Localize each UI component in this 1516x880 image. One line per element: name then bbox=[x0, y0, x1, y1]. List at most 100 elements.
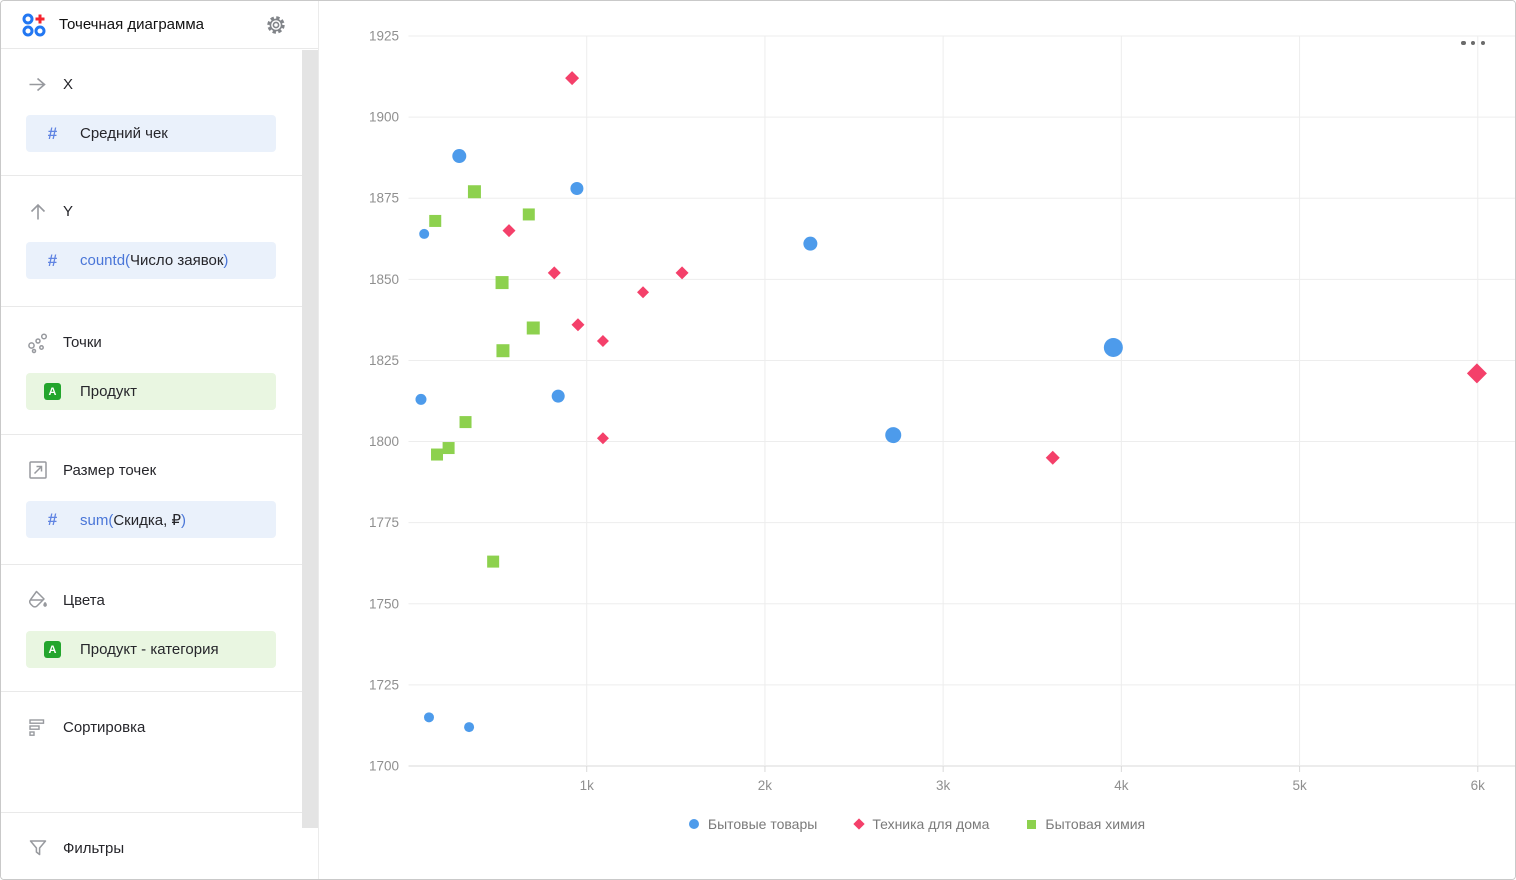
scatter-plot[interactable]: 1925 1900 1875 1850 1825 1800 1775 1750 1725 1700… bbox=[319, 1, 1516, 879]
data-point[interactable] bbox=[596, 334, 609, 347]
data-point[interactable] bbox=[803, 236, 818, 251]
section-sorting-label: Сортировка bbox=[63, 718, 146, 736]
data-point[interactable] bbox=[429, 214, 442, 227]
svg-text:2k: 2k bbox=[758, 778, 773, 793]
data-point[interactable] bbox=[487, 555, 500, 568]
chart-type-title: Точечная диаграмма bbox=[59, 16, 204, 33]
svg-text:3k: 3k bbox=[936, 778, 951, 793]
data-point[interactable] bbox=[526, 321, 540, 335]
data-point[interactable] bbox=[565, 71, 580, 86]
data-point[interactable] bbox=[637, 286, 650, 299]
section-x-label: X bbox=[63, 75, 74, 93]
svg-text:1725: 1725 bbox=[369, 677, 399, 692]
data-point[interactable] bbox=[459, 416, 472, 429]
section-sorting: Сортировка bbox=[1, 692, 302, 813]
svg-text:1750: 1750 bbox=[369, 596, 399, 611]
gear-icon[interactable] bbox=[264, 13, 288, 37]
legend-square-marker bbox=[1027, 819, 1037, 829]
dot bbox=[1470, 40, 1476, 46]
data-point[interactable] bbox=[496, 344, 510, 358]
field-y[interactable]: # countd(Число заявок) bbox=[26, 242, 276, 279]
field-x[interactable]: # Средний чек bbox=[26, 115, 276, 152]
legend-item-home-appliances[interactable]: Техника для дома bbox=[853, 816, 990, 832]
sorting-icon bbox=[29, 719, 45, 736]
svg-text:4k: 4k bbox=[1114, 778, 1129, 793]
data-point[interactable] bbox=[431, 448, 444, 461]
scatter-chart-logo-icon bbox=[22, 13, 46, 36]
sidebar-scrollbar-thumb[interactable] bbox=[302, 50, 318, 828]
point-size-icon bbox=[29, 461, 47, 479]
legend-item-household-goods[interactable]: Бытовые товары bbox=[688, 816, 818, 832]
svg-text:1925: 1925 bbox=[369, 29, 399, 44]
chart-config-sidebar: Точечная диаграмма X # Средний чек bbox=[1, 1, 319, 879]
sidebar-header: Точечная диаграмма bbox=[1, 1, 318, 49]
dot bbox=[1461, 40, 1466, 46]
measure-hash-icon: # bbox=[47, 509, 58, 529]
section-y: Y # countd(Число заявок) bbox=[1, 176, 302, 307]
legend-circle-marker bbox=[688, 819, 699, 829]
y-axis-icon bbox=[30, 203, 46, 220]
data-point[interactable] bbox=[1103, 337, 1123, 357]
points-icon bbox=[28, 333, 48, 354]
dot bbox=[1480, 40, 1485, 46]
dimension-a-icon: A bbox=[44, 641, 61, 658]
data-point[interactable] bbox=[452, 149, 467, 164]
data-point[interactable] bbox=[464, 722, 475, 733]
data-point[interactable] bbox=[522, 208, 535, 221]
x-axis-icon bbox=[29, 77, 46, 92]
data-point[interactable] bbox=[442, 442, 455, 455]
svg-text:1k: 1k bbox=[580, 778, 595, 793]
svg-text:1775: 1775 bbox=[369, 515, 399, 530]
svg-text:1875: 1875 bbox=[369, 191, 399, 206]
svg-text:1900: 1900 bbox=[369, 110, 399, 125]
svg-text:6k: 6k bbox=[1471, 778, 1486, 793]
field-x-text: Средний чек bbox=[80, 125, 168, 142]
data-point[interactable] bbox=[551, 389, 565, 403]
field-colors-text: Продукт - категория bbox=[80, 641, 219, 658]
svg-text:1850: 1850 bbox=[369, 272, 399, 287]
section-colors: Цвета A Продукт - категория bbox=[1, 565, 302, 692]
data-point[interactable] bbox=[502, 224, 516, 238]
data-point[interactable] bbox=[571, 318, 585, 332]
legend-item-household-chemicals[interactable]: Бытовая химия bbox=[1027, 816, 1145, 832]
section-filters: Фильтры bbox=[1, 813, 302, 879]
data-point[interactable] bbox=[547, 266, 561, 280]
legend-diamond-marker bbox=[853, 818, 865, 830]
data-point[interactable] bbox=[1466, 363, 1487, 384]
legend-label: Бытовые товары bbox=[707, 816, 818, 832]
measure-hash-icon: # bbox=[47, 123, 58, 143]
measure-hash-icon: # bbox=[47, 250, 58, 270]
dimension-a-icon: A bbox=[44, 383, 61, 400]
section-points: Точки A Продукт bbox=[1, 307, 302, 435]
section-colors-label: Цвета bbox=[63, 591, 105, 609]
chart-legend: Бытовые товары Техника для дома Бытовая … bbox=[319, 813, 1515, 835]
section-y-label: Y bbox=[63, 202, 74, 220]
data-point[interactable] bbox=[675, 266, 689, 280]
svg-text:5k: 5k bbox=[1292, 778, 1307, 793]
field-point-size[interactable]: # sum(Скидка, ₽) bbox=[26, 501, 276, 538]
colors-bucket-icon bbox=[28, 590, 47, 608]
section-point-size: Размер точек # sum(Скидка, ₽) bbox=[1, 435, 302, 565]
data-point[interactable] bbox=[467, 185, 481, 199]
data-point[interactable] bbox=[596, 432, 609, 445]
legend-label: Техника для дома bbox=[872, 816, 990, 832]
legend-label: Бытовая химия bbox=[1045, 816, 1146, 832]
field-points[interactable]: A Продукт bbox=[26, 373, 276, 410]
filter-funnel-icon bbox=[29, 840, 47, 856]
data-point[interactable] bbox=[1045, 450, 1060, 465]
data-point[interactable] bbox=[415, 393, 427, 405]
section-filters-label: Фильтры bbox=[63, 839, 125, 857]
more-menu-button[interactable] bbox=[1461, 37, 1485, 49]
data-point[interactable] bbox=[570, 181, 584, 195]
field-y-text: countd(Число заявок) bbox=[80, 252, 229, 269]
field-points-text: Продукт bbox=[80, 383, 137, 400]
data-point[interactable] bbox=[423, 712, 434, 723]
data-point[interactable] bbox=[419, 228, 430, 239]
field-colors[interactable]: A Продукт - категория bbox=[26, 631, 276, 668]
svg-text:1800: 1800 bbox=[369, 434, 399, 449]
section-points-label: Точки bbox=[63, 333, 102, 351]
svg-text:1825: 1825 bbox=[369, 353, 399, 368]
data-point[interactable] bbox=[495, 276, 509, 290]
data-point[interactable] bbox=[885, 427, 902, 444]
